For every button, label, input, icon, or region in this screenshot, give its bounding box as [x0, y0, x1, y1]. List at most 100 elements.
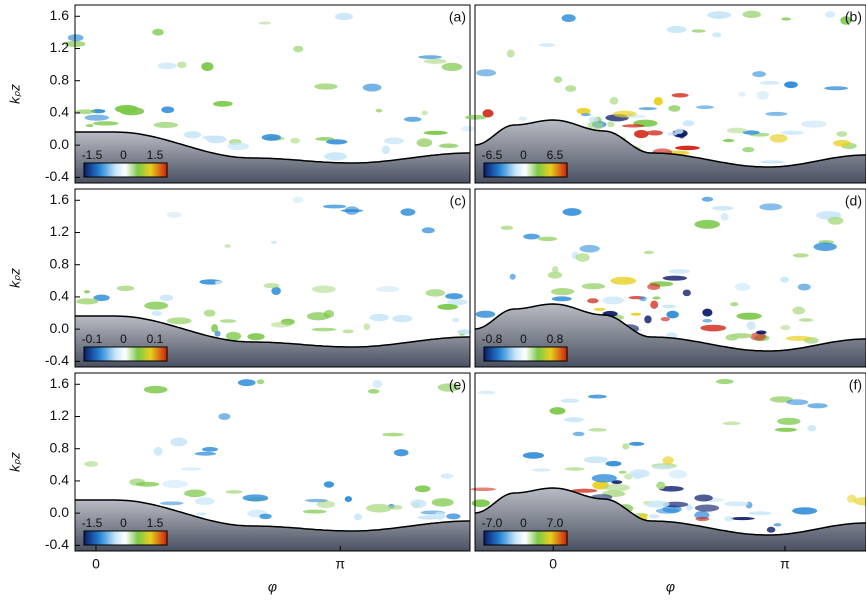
- field-blob: [475, 310, 496, 318]
- panel-label: (a): [449, 9, 466, 25]
- field-blob: [293, 45, 304, 53]
- field-blob: [324, 152, 347, 161]
- colorbar-tick-label: -6.5: [482, 148, 503, 162]
- field-blob: [457, 329, 472, 335]
- field-blob: [553, 76, 563, 84]
- panel-frame: [74, 4, 471, 184]
- field-blob: [482, 109, 494, 118]
- field-blob: [203, 309, 216, 317]
- field-blob: [587, 121, 604, 131]
- panel-label: (c): [450, 193, 466, 209]
- field-blob: [67, 34, 84, 42]
- field-blob: [658, 486, 684, 492]
- field-blob: [261, 134, 281, 141]
- field-blob: [583, 456, 608, 464]
- field-blob: [410, 499, 427, 508]
- field-blob: [671, 93, 689, 98]
- field-blob: [384, 137, 404, 145]
- field-blob: [694, 219, 720, 229]
- field-blob: [84, 114, 109, 121]
- panel: (d): [474, 188, 866, 368]
- field-blob: [381, 145, 390, 155]
- field-blob: [774, 427, 797, 432]
- field-blob: [662, 456, 674, 465]
- field-blob: [342, 329, 354, 334]
- field-blob: [509, 273, 516, 280]
- panel: (b): [464, 4, 866, 184]
- colorbar-tick-label: -1.5: [82, 516, 103, 530]
- field-blob: [605, 460, 622, 467]
- colorbar-tick-label: 0.8: [547, 332, 564, 346]
- field-blob: [801, 120, 827, 128]
- field-blob: [825, 11, 836, 18]
- water-region: [75, 500, 470, 551]
- x-tick-label: 0: [92, 556, 100, 572]
- field-blob: [414, 485, 431, 493]
- field-blob: [211, 324, 219, 333]
- y-tick-label: 0.0: [50, 136, 70, 152]
- field-blob: [144, 301, 169, 310]
- field-blob: [846, 494, 857, 503]
- field-blob: [702, 308, 713, 317]
- field-blob: [367, 388, 380, 394]
- field-blob: [729, 333, 753, 339]
- field-blob: [464, 114, 487, 120]
- panel-frame: [474, 188, 866, 368]
- field-blob: [726, 127, 747, 134]
- field-blob: [746, 321, 756, 330]
- field-blob: [159, 294, 174, 301]
- field-blob: [181, 467, 202, 471]
- field-blob: [792, 306, 805, 315]
- field-blob: [523, 233, 540, 240]
- y-tick-label: 0.4: [50, 472, 70, 488]
- y-tick-label: 1.2: [50, 223, 70, 239]
- y-tick-label: 0.8: [50, 439, 70, 455]
- field-blob: [418, 55, 442, 59]
- field-blob: [580, 113, 591, 117]
- field-blob: [382, 432, 404, 437]
- field-blob: [695, 516, 710, 522]
- field-blob: [403, 116, 422, 122]
- field-blob: [522, 452, 545, 459]
- field-blob: [153, 121, 179, 128]
- field-blob: [572, 431, 585, 437]
- y-tick-label: 0.0: [50, 504, 70, 520]
- field-blob: [792, 253, 809, 258]
- field-blob: [227, 142, 250, 151]
- field-blob: [622, 443, 630, 450]
- field-blob: [759, 81, 780, 85]
- field-blob: [166, 317, 192, 325]
- panel: (a): [64, 4, 475, 184]
- field-blob: [446, 298, 468, 306]
- field-blob: [157, 62, 177, 70]
- field-blob: [650, 300, 659, 309]
- field-blob: [660, 316, 670, 322]
- colorbar-group: -6.5 0 6.5: [482, 148, 568, 178]
- field-blob: [798, 318, 814, 322]
- field-blob: [212, 100, 233, 107]
- y-axis-label: kₚz: [7, 268, 23, 288]
- field-blob: [322, 204, 347, 209]
- field-blob: [666, 25, 687, 34]
- field-blob: [668, 105, 681, 112]
- field-blob: [656, 481, 666, 490]
- field-blob: [344, 206, 359, 215]
- y-tick-label: -0.4: [45, 536, 69, 552]
- field-blob: [334, 12, 353, 21]
- field-blob: [315, 137, 335, 141]
- field-blob: [152, 28, 164, 36]
- field-blob: [700, 324, 727, 332]
- field-blob: [581, 283, 606, 290]
- water-surface: [75, 131, 470, 164]
- panel: (c): [74, 188, 472, 368]
- field-blob: [375, 108, 383, 113]
- field-blob: [722, 138, 735, 143]
- field-blob: [611, 480, 623, 485]
- field-blob: [738, 92, 746, 97]
- field-blob: [206, 135, 227, 144]
- colorbar-tick-label: -1.5: [82, 148, 103, 162]
- field-blob: [694, 494, 713, 502]
- field-blob: [712, 205, 734, 211]
- field-blob: [730, 517, 755, 521]
- field-blob: [114, 104, 139, 114]
